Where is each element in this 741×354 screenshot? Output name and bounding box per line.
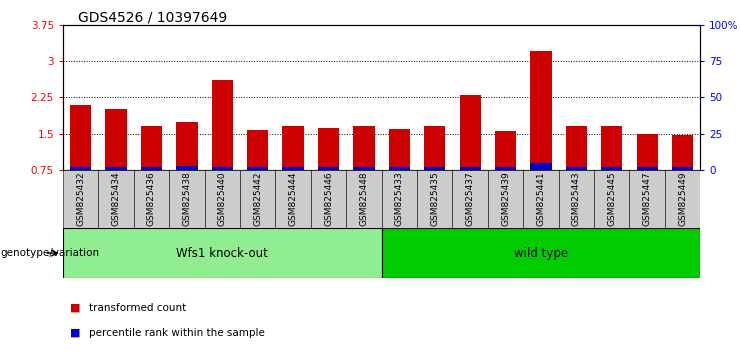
Bar: [594, 170, 629, 228]
Bar: [276, 170, 310, 228]
Bar: [565, 126, 587, 170]
Bar: [282, 126, 304, 170]
Bar: [310, 170, 346, 228]
Bar: [495, 167, 516, 170]
Bar: [353, 167, 374, 170]
Bar: [205, 170, 240, 228]
Bar: [99, 170, 134, 228]
Bar: [382, 170, 417, 228]
Bar: [70, 104, 91, 170]
Bar: [459, 167, 481, 170]
Bar: [105, 167, 127, 170]
Text: percentile rank within the sample: percentile rank within the sample: [89, 328, 265, 338]
Text: GSM825446: GSM825446: [324, 172, 333, 227]
Bar: [417, 170, 453, 228]
Bar: [672, 135, 693, 170]
Bar: [141, 126, 162, 170]
Text: GSM825442: GSM825442: [253, 172, 262, 226]
Bar: [565, 167, 587, 170]
Text: GSM825447: GSM825447: [642, 172, 651, 227]
Text: transformed count: transformed count: [89, 303, 186, 313]
Bar: [495, 131, 516, 170]
Bar: [531, 51, 551, 170]
Text: Wfs1 knock-out: Wfs1 knock-out: [176, 247, 268, 259]
Text: GSM825443: GSM825443: [572, 172, 581, 227]
Bar: [63, 228, 382, 278]
Bar: [105, 109, 127, 170]
Bar: [240, 170, 276, 228]
Bar: [247, 130, 268, 170]
Text: GSM825441: GSM825441: [536, 172, 545, 227]
Bar: [212, 80, 233, 170]
Text: GSM825448: GSM825448: [359, 172, 368, 227]
Text: GSM825432: GSM825432: [76, 172, 85, 227]
Bar: [353, 126, 374, 170]
Text: GSM825435: GSM825435: [431, 172, 439, 227]
Bar: [601, 167, 622, 170]
Bar: [134, 170, 169, 228]
Bar: [665, 170, 700, 228]
Bar: [523, 170, 559, 228]
Text: GSM825434: GSM825434: [112, 172, 121, 227]
Text: GSM825440: GSM825440: [218, 172, 227, 227]
Text: GSM825436: GSM825436: [147, 172, 156, 227]
Bar: [559, 170, 594, 228]
Bar: [601, 126, 622, 170]
Bar: [318, 128, 339, 170]
Text: GSM825439: GSM825439: [501, 172, 510, 227]
Text: GSM825444: GSM825444: [288, 172, 298, 226]
Text: GSM825437: GSM825437: [465, 172, 475, 227]
Bar: [672, 167, 693, 170]
Text: GSM825433: GSM825433: [395, 172, 404, 227]
Bar: [70, 167, 91, 170]
Bar: [637, 167, 658, 170]
Bar: [389, 167, 410, 170]
Text: genotype/variation: genotype/variation: [1, 248, 100, 258]
Bar: [282, 167, 304, 170]
Bar: [531, 162, 551, 170]
Bar: [389, 129, 410, 170]
Bar: [424, 126, 445, 170]
Bar: [169, 170, 205, 228]
Bar: [424, 167, 445, 170]
Text: wild type: wild type: [514, 247, 568, 259]
Bar: [346, 170, 382, 228]
Bar: [488, 170, 523, 228]
Text: GSM825445: GSM825445: [607, 172, 617, 227]
Bar: [459, 95, 481, 170]
Text: GSM825449: GSM825449: [678, 172, 687, 227]
Text: GDS4526 / 10397649: GDS4526 / 10397649: [78, 11, 227, 25]
Bar: [176, 166, 198, 170]
Bar: [382, 228, 700, 278]
Text: ■: ■: [70, 328, 81, 338]
Text: GSM825438: GSM825438: [182, 172, 191, 227]
Bar: [629, 170, 665, 228]
Bar: [63, 170, 99, 228]
Bar: [637, 133, 658, 170]
Bar: [141, 167, 162, 170]
Bar: [212, 167, 233, 170]
Bar: [453, 170, 488, 228]
Bar: [318, 167, 339, 170]
Text: ■: ■: [70, 303, 81, 313]
Bar: [176, 121, 198, 170]
Bar: [247, 167, 268, 170]
